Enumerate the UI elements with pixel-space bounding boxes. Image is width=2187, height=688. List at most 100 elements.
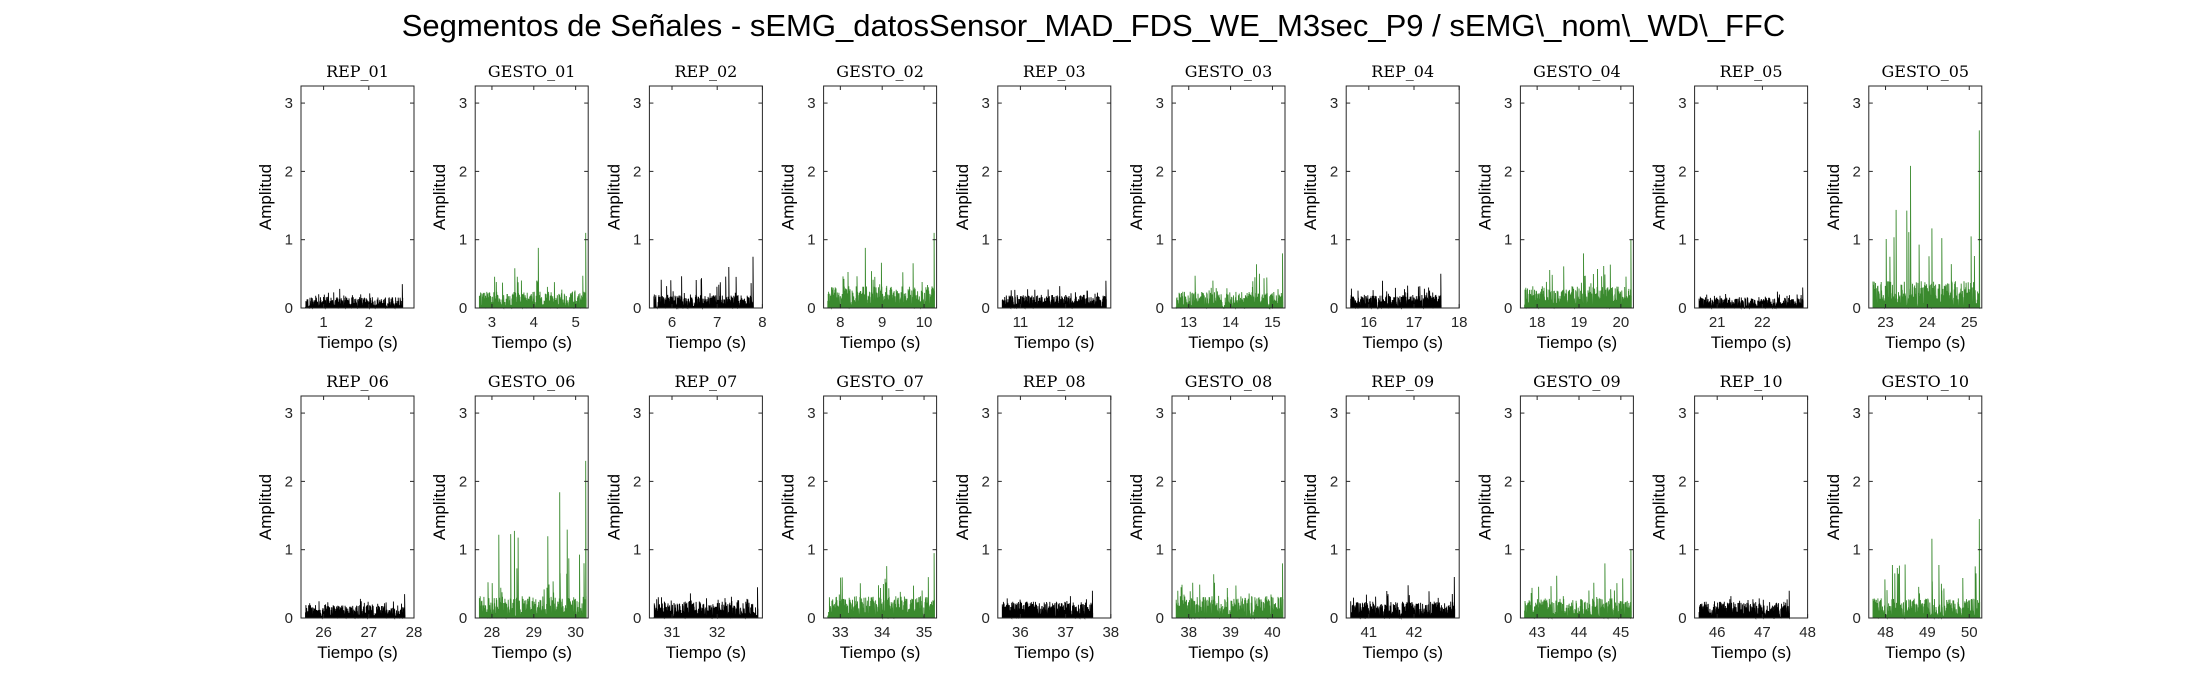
signal-line	[1350, 273, 1442, 310]
x-tick-label: 8	[758, 314, 766, 331]
y-tick-label: 0	[807, 610, 815, 627]
axes-box	[1345, 395, 1460, 619]
subplot-rep-01: 0 1 2 3 1 2 REP_01 Tiempo (s) Amplitud	[256, 62, 415, 352]
signal-line	[827, 232, 935, 310]
y-tick-label: 3	[633, 405, 641, 422]
x-tick-label: 27	[360, 624, 377, 641]
y-tick-label: 3	[807, 95, 815, 112]
signal-line	[653, 587, 759, 620]
y-axis-label: Amplitud	[1824, 474, 1843, 540]
x-tick-label: 31	[664, 624, 681, 641]
axes-box	[474, 395, 589, 619]
y-tick-label: 3	[633, 95, 641, 112]
subplot-rep-06: 0 1 2 3 26 27 28 REP_06 Tiempo (s) Amplitud	[256, 372, 422, 662]
y-tick-label: 2	[459, 163, 467, 180]
y-tick-label: 3	[1156, 405, 1164, 422]
signal-line	[305, 284, 404, 310]
y-tick-label: 0	[807, 300, 815, 317]
axes-box	[1345, 85, 1460, 309]
subplot-title: GESTO_03	[1185, 62, 1273, 81]
subplot-title: REP_06	[326, 372, 389, 391]
y-axis-label: Amplitud	[604, 164, 623, 230]
y-tick-label: 3	[981, 95, 989, 112]
x-tick-label: 35	[916, 624, 933, 641]
y-tick-label: 3	[1156, 95, 1164, 112]
subplot-gesto-06: 0 1 2 3 28 29 30 GESTO_06 Tiempo (s) Amplitud	[430, 372, 589, 662]
subplot-title: GESTO_06	[488, 372, 576, 391]
y-tick-label: 1	[1678, 542, 1686, 559]
y-tick-label: 1	[1330, 232, 1338, 249]
y-tick-label: 0	[459, 610, 467, 627]
y-tick-label: 0	[1156, 610, 1164, 627]
subplot-title: GESTO_09	[1533, 372, 1621, 391]
subplot-title: GESTO_07	[836, 372, 924, 391]
y-tick-label: 2	[1852, 163, 1860, 180]
y-tick-label: 2	[459, 473, 467, 490]
subplot-rep-09: 0 1 2 3 41 42 REP_09 Tiempo (s) Amplitud	[1301, 372, 1460, 662]
x-tick-label: 40	[1264, 624, 1281, 641]
subplot-title: REP_03	[1023, 62, 1086, 81]
y-axis-label: Amplitud	[1301, 474, 1320, 540]
x-tick-label: 10	[916, 314, 933, 331]
y-tick-label: 2	[285, 473, 293, 490]
x-tick-label: 32	[709, 624, 726, 641]
x-tick-label: 45	[1613, 624, 1630, 641]
signal-line	[1524, 239, 1632, 310]
subplot-gesto-02: 0 1 2 3 8 9 10 GESTO_02 Tiempo (s) Amplitud	[779, 62, 938, 352]
y-tick-label: 1	[807, 542, 815, 559]
subplot-rep-07: 0 1 2 3 31 32 REP_07 Tiempo (s) Amplitud	[604, 372, 763, 662]
y-tick-label: 1	[1156, 232, 1164, 249]
axes-box	[648, 395, 763, 619]
x-tick-label: 16	[1360, 314, 1377, 331]
y-tick-label: 3	[459, 405, 467, 422]
y-tick-label: 2	[1156, 473, 1164, 490]
x-tick-label: 4	[530, 314, 538, 331]
y-axis-label: Amplitud	[1475, 164, 1494, 230]
y-tick-label: 1	[459, 232, 467, 249]
x-axis-label: Tiempo (s)	[1711, 333, 1792, 352]
signal-line	[1350, 576, 1456, 620]
subplot-title: REP_07	[674, 372, 737, 391]
x-axis-label: Tiempo (s)	[1362, 333, 1443, 352]
subplot-title: REP_02	[674, 62, 737, 81]
axes-box	[997, 395, 1112, 619]
signal-line	[653, 256, 754, 310]
y-tick-label: 1	[981, 232, 989, 249]
axes-box	[648, 85, 763, 309]
y-tick-label: 2	[1504, 163, 1512, 180]
signal-line	[1175, 253, 1284, 310]
y-tick-label: 1	[807, 232, 815, 249]
x-tick-label: 22	[1754, 314, 1771, 331]
y-tick-label: 3	[285, 95, 293, 112]
x-tick-label: 38	[1102, 624, 1119, 641]
subplot-title: REP_09	[1371, 372, 1434, 391]
y-tick-label: 1	[1852, 542, 1860, 559]
x-tick-label: 23	[1877, 314, 1894, 331]
signal-line	[1001, 280, 1107, 310]
x-tick-label: 18	[1451, 314, 1468, 331]
y-tick-label: 1	[1504, 542, 1512, 559]
y-tick-label: 1	[1678, 232, 1686, 249]
y-tick-label: 3	[1504, 405, 1512, 422]
x-tick-label: 38	[1180, 624, 1197, 641]
subplot-title: REP_10	[1720, 372, 1783, 391]
y-tick-label: 3	[285, 405, 293, 422]
signal-line	[1872, 130, 1981, 310]
y-tick-label: 1	[459, 542, 467, 559]
y-tick-label: 2	[1678, 473, 1686, 490]
x-tick-label: 20	[1613, 314, 1630, 331]
x-axis-label: Tiempo (s)	[666, 333, 747, 352]
subplot-title: GESTO_08	[1185, 372, 1273, 391]
axes-box	[1171, 85, 1286, 309]
y-tick-label: 2	[807, 473, 815, 490]
y-tick-label: 1	[1504, 232, 1512, 249]
axes-box	[1868, 85, 1983, 309]
axes-box	[1868, 395, 1983, 619]
subplot-rep-04: 0 1 2 3 16 17 18 REP_04 Tiempo (s) Amplitud	[1301, 62, 1467, 352]
x-tick-label: 43	[1529, 624, 1546, 641]
x-tick-label: 14	[1222, 314, 1239, 331]
x-tick-label: 18	[1529, 314, 1546, 331]
